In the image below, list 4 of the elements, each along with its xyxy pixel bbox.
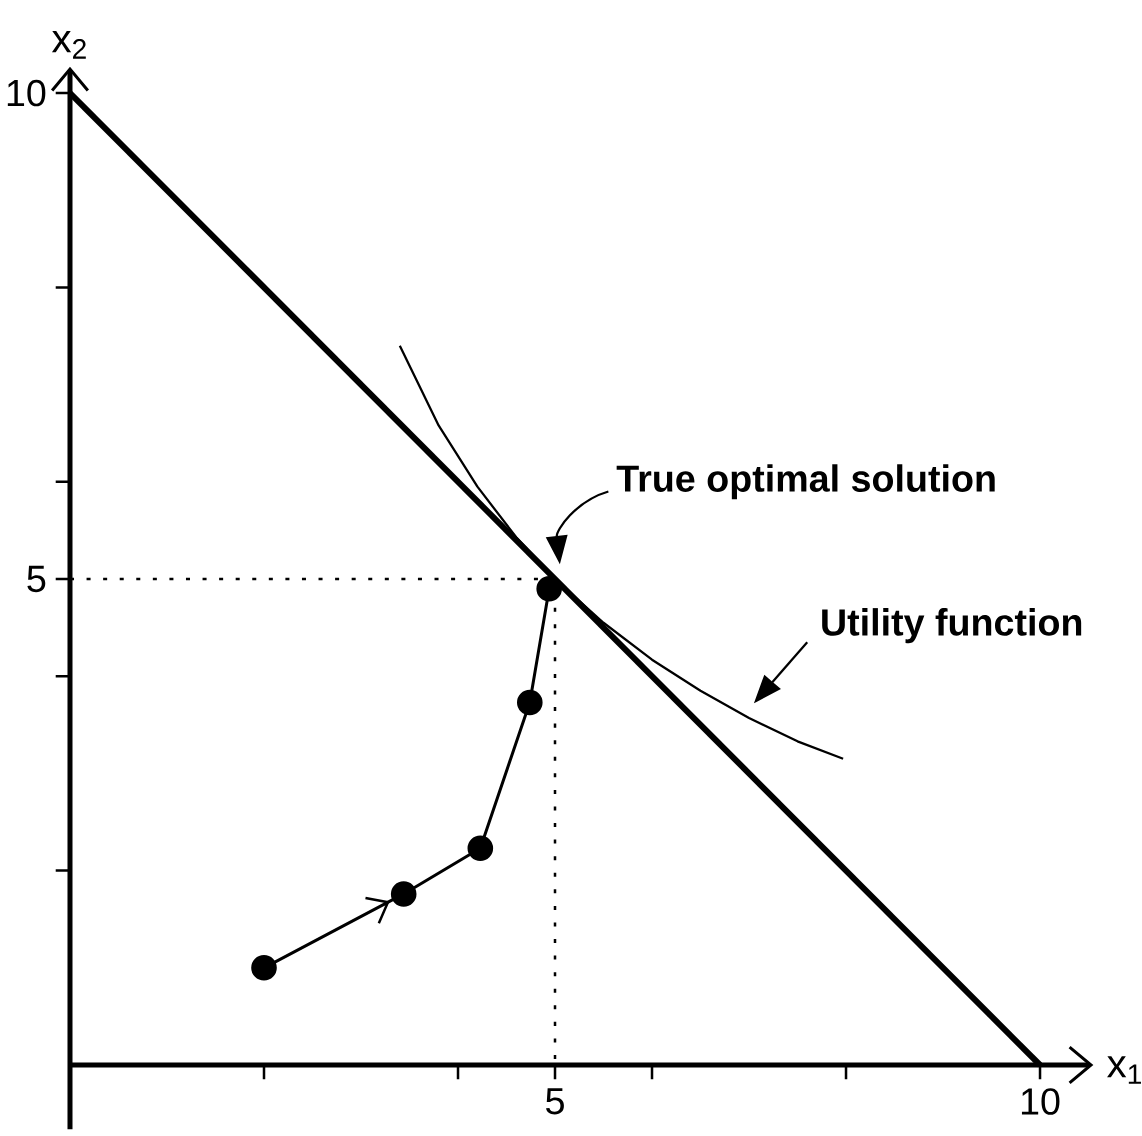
annotation: Utility function [822,608,1082,644]
x-axis-title: x$_{1}$ [1107,1056,1141,1084]
annotation: True optimal solution [616,464,995,500]
y-axis-title: x$_{2}$ [51,30,86,59]
